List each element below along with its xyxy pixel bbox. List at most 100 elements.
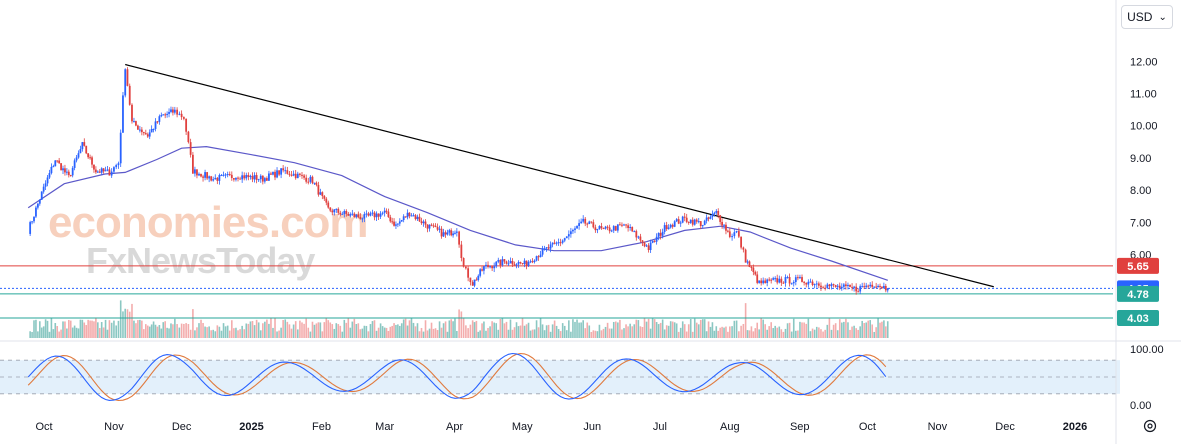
x-tick-label: Oct (859, 421, 876, 433)
candle-body (93, 164, 95, 170)
volume-bar (746, 330, 749, 338)
volume-bar (402, 319, 405, 338)
volume-bar (471, 320, 474, 338)
candle-body (555, 242, 558, 244)
volume-bar (325, 318, 328, 338)
candle-body (535, 256, 538, 261)
volume-bar (410, 318, 413, 338)
candle-body (515, 264, 518, 266)
volume-bar (264, 321, 266, 338)
candle-body (448, 230, 451, 233)
candle-body (614, 226, 617, 231)
candle-body (75, 157, 78, 161)
volume-bar (733, 320, 736, 338)
candle-body (705, 217, 708, 221)
volume-bar (377, 327, 380, 338)
candle-body (85, 145, 88, 154)
candle-body (737, 231, 740, 237)
candle-body (452, 233, 454, 236)
volume-bar (128, 311, 131, 338)
candle-body (671, 224, 674, 227)
candle-body (408, 212, 411, 217)
candle-body (226, 174, 229, 176)
candle-body (493, 266, 496, 269)
volume-bar (509, 319, 512, 338)
candle-body (261, 175, 264, 182)
volume-bar (143, 329, 145, 338)
candle-body (807, 281, 810, 285)
candle-body (282, 168, 285, 171)
settings-button[interactable] (1140, 416, 1160, 436)
volume-bar (301, 322, 303, 338)
candle-body (559, 242, 562, 244)
volume-bar (210, 330, 212, 338)
volume-bar (202, 322, 204, 338)
volume-bar (347, 318, 350, 338)
volume-bar (570, 331, 572, 338)
candle-body (778, 278, 781, 283)
volume-bar (875, 327, 877, 338)
volume-bar (48, 331, 51, 338)
candle-body (553, 242, 556, 244)
volume-bar (339, 325, 342, 338)
candle-body (836, 285, 839, 287)
volume-bar (226, 325, 229, 338)
candle-body (513, 264, 516, 266)
candle-body (31, 221, 33, 223)
currency-select[interactable]: USD ⌄ (1121, 5, 1173, 29)
volume-bar (541, 324, 544, 338)
volume-bar (669, 321, 672, 338)
volume-bar (305, 318, 307, 338)
volume-bar (400, 323, 403, 338)
volume-bar (355, 324, 358, 338)
candle-body (410, 215, 413, 217)
volume-bar (255, 319, 258, 338)
volume-bar (154, 324, 157, 338)
candle-body (104, 170, 107, 172)
volume-bar (527, 322, 530, 338)
candle-body (651, 240, 654, 243)
candle-body (434, 225, 437, 227)
volume-bar (317, 322, 320, 338)
volume-bar (222, 323, 225, 338)
candle-body (337, 208, 340, 213)
candle-body (108, 169, 111, 176)
candle-body (543, 248, 546, 250)
volume-bar (479, 330, 481, 338)
volume-bar (723, 327, 725, 338)
x-tick-label: May (512, 421, 533, 433)
volume-bar (135, 323, 137, 338)
candle-body (379, 213, 382, 217)
volume-bar (584, 328, 587, 338)
volume-bar (458, 309, 460, 338)
candle-body (218, 175, 221, 181)
candle-body (760, 280, 763, 284)
volume-bar (68, 319, 70, 338)
volume-bar (297, 329, 299, 338)
volume-bar (477, 331, 480, 338)
volume-bar (194, 330, 196, 338)
candle-body (886, 288, 889, 291)
candle-body (588, 221, 591, 225)
y-tick-label: 8.00 (1130, 185, 1151, 197)
candle-body (713, 212, 716, 214)
x-tick-label: Feb (312, 421, 331, 433)
volume-bar (75, 327, 78, 338)
volume-bar (141, 320, 143, 338)
volume-bar (705, 331, 708, 338)
candle-body (290, 174, 293, 176)
candle-body (709, 216, 712, 219)
candle-body (869, 284, 872, 287)
candle-body (633, 231, 636, 233)
candle-body (882, 285, 885, 289)
candle-body (91, 157, 93, 165)
candle-body (629, 227, 632, 229)
volume-bar (168, 328, 170, 338)
candle-body (766, 279, 769, 283)
volume-bar (196, 327, 198, 338)
volume-bar (174, 318, 176, 338)
candle-body (788, 277, 791, 284)
candle-body (361, 218, 364, 220)
candle-body (303, 175, 305, 178)
